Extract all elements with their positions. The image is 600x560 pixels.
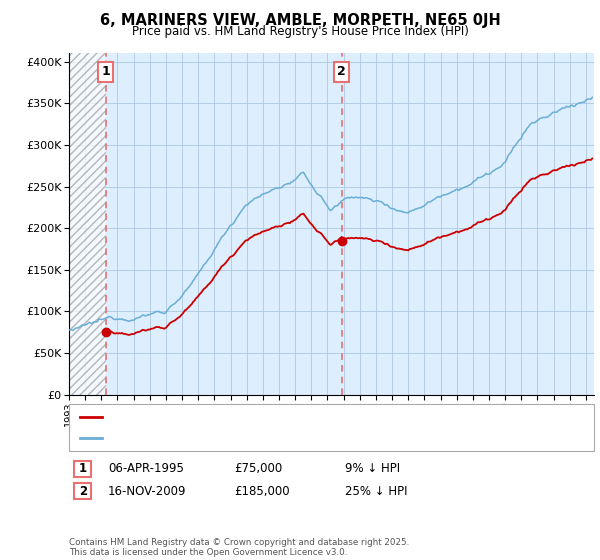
Text: 25% ↓ HPI: 25% ↓ HPI bbox=[345, 484, 407, 498]
Text: Price paid vs. HM Land Registry's House Price Index (HPI): Price paid vs. HM Land Registry's House … bbox=[131, 25, 469, 38]
Text: 06-APR-1995: 06-APR-1995 bbox=[108, 462, 184, 475]
Text: HPI: Average price, detached house, Northumberland: HPI: Average price, detached house, Nort… bbox=[109, 433, 376, 443]
Text: 6, MARINERS VIEW, AMBLE, MORPETH, NE65 0JH: 6, MARINERS VIEW, AMBLE, MORPETH, NE65 0… bbox=[100, 13, 500, 28]
Text: 9% ↓ HPI: 9% ↓ HPI bbox=[345, 462, 400, 475]
Text: 1: 1 bbox=[79, 462, 87, 475]
Text: Contains HM Land Registry data © Crown copyright and database right 2025.
This d: Contains HM Land Registry data © Crown c… bbox=[69, 538, 409, 557]
Text: £185,000: £185,000 bbox=[234, 484, 290, 498]
Text: 6, MARINERS VIEW, AMBLE, MORPETH, NE65 0JH (detached house): 6, MARINERS VIEW, AMBLE, MORPETH, NE65 0… bbox=[109, 412, 442, 422]
Text: 2: 2 bbox=[79, 484, 87, 498]
Text: £75,000: £75,000 bbox=[234, 462, 282, 475]
Bar bbox=[69, 53, 106, 395]
Text: 1: 1 bbox=[101, 66, 110, 78]
Text: 16-NOV-2009: 16-NOV-2009 bbox=[108, 484, 187, 498]
Text: 2: 2 bbox=[337, 66, 346, 78]
